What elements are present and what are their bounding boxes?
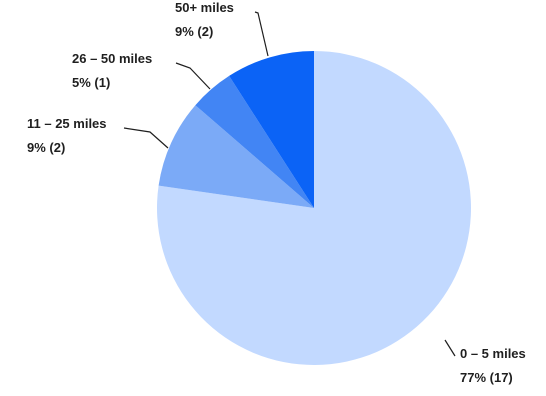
pie-slice — [195, 75, 314, 208]
slice-category-label: 50+ miles — [175, 0, 234, 15]
slice-value-label: 77% (17) — [460, 370, 513, 385]
slice-value-label: 9% (2) — [27, 140, 65, 155]
leader-line — [254, 11, 269, 57]
labels-layer: 0 – 5 miles 77% (17) 11 – 25 miles 9% (2) 26… — [27, 0, 526, 385]
slice-category-label: 26 – 50 miles — [72, 51, 152, 66]
leader-line — [444, 339, 456, 357]
pie-slice — [157, 51, 472, 365]
pie-slice — [229, 50, 314, 208]
slices-layer — [157, 50, 472, 365]
slice-value-label: 9% (2) — [175, 24, 213, 39]
slice-value-label: 5% (1) — [72, 75, 110, 90]
slice-category-label: 11 – 25 miles — [27, 116, 107, 131]
slice-category-label: 0 – 5 miles — [460, 346, 526, 361]
leader-line — [175, 62, 211, 90]
pie-slice — [158, 105, 314, 208]
leader-line — [123, 127, 169, 149]
